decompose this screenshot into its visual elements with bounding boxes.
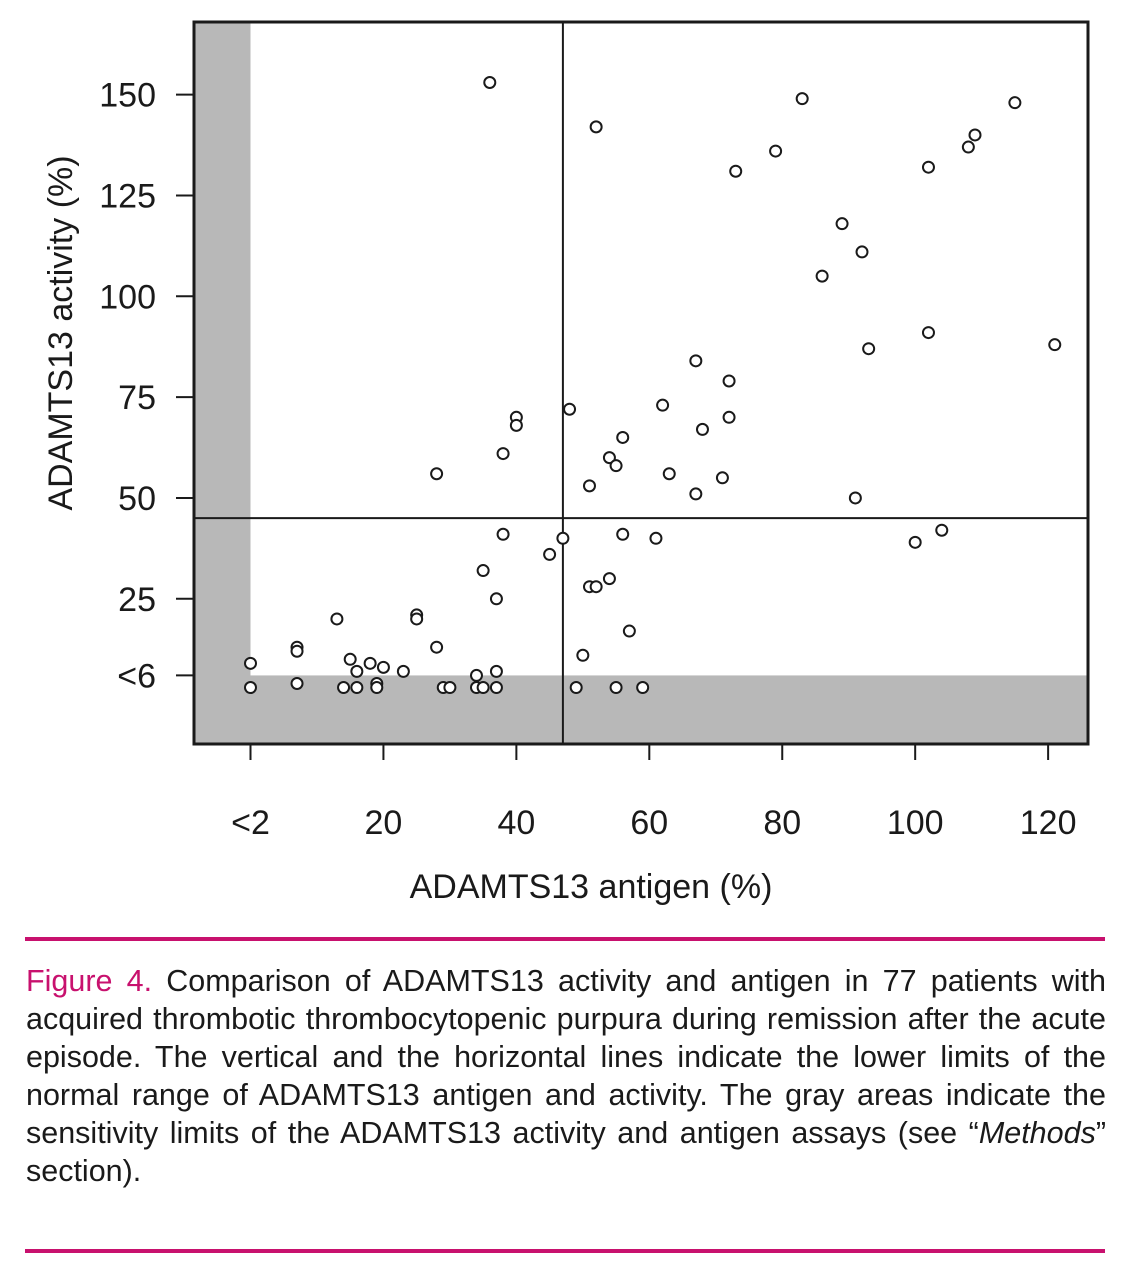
data-point	[576, 648, 590, 662]
data-point	[921, 160, 935, 174]
data-point	[290, 676, 304, 690]
data-point	[350, 681, 364, 695]
data-point	[715, 471, 729, 485]
x-axis-title: ADAMTS13 antigen (%)	[410, 868, 773, 906]
figure-caption: Figure 4. Comparison of ADAMTS13 activit…	[26, 962, 1106, 1190]
data-point	[396, 664, 410, 678]
data-point	[582, 479, 596, 493]
data-point	[443, 681, 457, 695]
y-tick-label: 150	[99, 77, 156, 115]
data-point	[961, 140, 975, 154]
data-point	[695, 422, 709, 436]
data-point	[476, 564, 490, 578]
caption-top-rule	[25, 937, 1105, 941]
data-point	[330, 612, 344, 626]
normal-range-lines	[194, 22, 1088, 744]
caption-bottom-rule	[25, 1249, 1105, 1253]
y-tick-label: 25	[118, 581, 156, 619]
data-point	[483, 76, 497, 90]
data-point	[769, 144, 783, 158]
data-point	[729, 164, 743, 178]
data-point	[496, 527, 510, 541]
y-axis-ticks: <6 25 50 75 100 125 150	[99, 77, 194, 695]
data-point	[489, 681, 503, 695]
figure-label: Figure 4.	[26, 964, 153, 998]
data-point	[589, 580, 603, 594]
data-point	[350, 664, 364, 678]
x-tick-label: 80	[763, 804, 801, 842]
x-tick-label: 40	[497, 804, 535, 842]
x-tick-label: 120	[1020, 804, 1077, 842]
data-point	[689, 354, 703, 368]
data-point	[376, 660, 390, 674]
y-tick-label: <6	[117, 657, 156, 695]
data-point	[815, 269, 829, 283]
caption-text-end: ” section).	[26, 1116, 1106, 1188]
data-point	[430, 640, 444, 654]
data-point	[835, 217, 849, 231]
data-point	[489, 664, 503, 678]
data-point	[243, 656, 257, 670]
x-tick-label: 60	[630, 804, 668, 842]
data-point	[921, 326, 935, 340]
data-point	[469, 668, 483, 682]
x-tick-label: 100	[887, 804, 944, 842]
y-axis-title: ADAMTS13 activity (%)	[42, 155, 80, 510]
data-point	[1048, 338, 1062, 352]
data-point	[589, 120, 603, 134]
caption-text: Comparison of ADAMTS13 activity and anti…	[26, 964, 1106, 1150]
data-point	[602, 451, 616, 465]
data-point	[636, 681, 650, 695]
data-point	[609, 459, 623, 473]
x-axis-ticks: <2 20 40 60 80 100 120	[231, 744, 1076, 842]
y-tick-label: 125	[99, 177, 156, 215]
data-point	[609, 681, 623, 695]
data-point	[543, 547, 557, 561]
data-point	[363, 656, 377, 670]
data-point	[563, 402, 577, 416]
data-point	[509, 418, 523, 432]
x-tick-label: <2	[231, 804, 270, 842]
y-tick-label: 75	[118, 379, 156, 417]
caption-methods-word: Methods	[978, 1116, 1096, 1150]
data-point	[243, 681, 257, 695]
data-point	[908, 535, 922, 549]
sensitivity-gray-areas	[194, 22, 1088, 744]
data-point	[602, 572, 616, 586]
data-point	[689, 487, 703, 501]
data-point	[337, 681, 351, 695]
data-point	[410, 612, 424, 626]
data-point	[968, 128, 982, 142]
data-point	[795, 92, 809, 106]
data-point	[848, 491, 862, 505]
data-point	[616, 527, 630, 541]
y-tick-label: 50	[118, 480, 156, 518]
plot-frame	[192, 20, 1090, 746]
data-point	[1008, 96, 1022, 110]
data-point	[370, 681, 384, 695]
data-point	[722, 374, 736, 388]
data-point	[496, 447, 510, 461]
data-point	[343, 652, 357, 666]
data-point	[489, 592, 503, 606]
data-point	[622, 624, 636, 638]
data-point	[935, 523, 949, 537]
y-tick-label: 100	[99, 278, 156, 316]
data-point	[662, 467, 676, 481]
data-point	[855, 245, 869, 259]
data-point	[862, 342, 876, 356]
scatter-chart: <2 20 40 60 80 100 120 <6 25 50 75 100 125 150 ADAMT…	[42, 20, 1090, 906]
data-points	[243, 76, 1062, 695]
data-point	[430, 467, 444, 481]
x-tick-label: 20	[365, 804, 403, 842]
data-point	[616, 430, 630, 444]
data-point	[649, 531, 663, 545]
data-point	[569, 681, 583, 695]
data-point	[556, 531, 570, 545]
data-point	[722, 410, 736, 424]
data-point	[656, 398, 670, 412]
antigen-sensitivity-area	[194, 22, 251, 744]
data-point	[476, 681, 490, 695]
data-point	[290, 644, 304, 658]
